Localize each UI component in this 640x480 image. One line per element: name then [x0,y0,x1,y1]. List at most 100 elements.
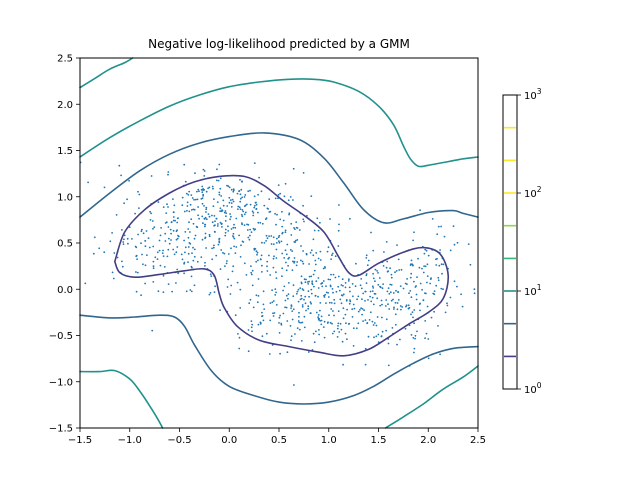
scatter-point [272,266,275,269]
scatter-point [392,298,394,301]
scatter-point [413,280,415,283]
scatter-point [419,209,421,212]
scatter-point [415,285,417,287]
scatter-point [374,293,377,295]
scatter-point [377,272,379,274]
scatter-point [237,205,240,208]
scatter-point [347,280,350,282]
scatter-point [338,204,340,206]
scatter-point [377,341,380,343]
scatter-point [212,187,214,190]
scatter-point [255,250,258,253]
scatter-point [419,282,422,285]
y-tick-label: −1.0 [49,377,73,388]
scatter-point [230,202,233,205]
scatter-point [236,192,239,195]
scatter-point [395,289,397,292]
scatter-point [412,337,415,339]
scatter-point [221,209,223,212]
scatter-point [220,195,223,197]
scatter-point [342,317,345,320]
scatter-point [153,226,156,229]
scatter-point [386,290,389,293]
scatter-point [327,292,329,294]
scatter-point [111,232,113,234]
scatter-point [241,209,244,211]
scatter-point [219,207,222,210]
scatter-point [272,300,275,302]
scatter-point [263,204,266,207]
scatter-point [123,202,125,205]
scatter-point [172,211,175,214]
scatter-point [187,193,190,196]
scatter-point [205,208,208,211]
scatter-point [333,330,336,333]
scatter-point [274,212,276,215]
scatter-point [172,219,175,222]
scatter-point [239,256,242,258]
scatter-point [277,184,280,187]
scatter-point [329,321,332,324]
scatter-point [431,218,434,220]
scatter-point [144,282,147,285]
scatter-point [368,319,371,321]
scatter-point [230,247,232,250]
scatter-point [325,302,327,304]
scatter-point [442,263,445,266]
scatter-point [309,312,312,314]
scatter-point [208,235,211,238]
scatter-point [263,308,266,310]
scatter-point [294,241,296,244]
scatter-point [349,300,352,303]
scatter-point [295,221,298,224]
scatter-point [268,198,271,201]
scatter-point [192,246,194,249]
scatter-point [361,298,363,301]
scatter-point [184,251,186,254]
scatter-point [227,230,230,232]
scatter-point [300,321,302,324]
x-axis: −1.5 −1.0 −0.5 0.0 0.5 1.0 1.5 2.0 2.5 [68,428,486,446]
scatter-point [152,245,155,248]
scatter-point [224,234,227,237]
scatter-point [410,296,413,299]
scatter-point [216,201,219,204]
scatter-point [189,231,191,233]
scatter-point [346,308,348,311]
scatter-point [176,217,179,220]
scatter-point [300,282,303,285]
scatter-point [285,253,288,256]
scatter-point [285,306,288,309]
scatter-point [301,304,304,306]
scatter-point [175,251,178,254]
scatter-point [151,220,154,222]
y-tick-label: 2.5 [57,54,73,65]
scatter-point [333,298,336,301]
scatter-point [326,250,329,253]
scatter-point [400,268,403,271]
scatter-point [292,308,295,311]
scatter-point [239,178,241,181]
scatter-point [365,282,368,284]
scatter-point [229,213,232,215]
scatter-point [121,229,123,231]
scatter-point [342,293,345,296]
scatter-point [159,264,162,267]
scatter-point [187,246,190,248]
scatter-point [134,212,137,215]
scatter-point [169,228,172,231]
scatter-point [396,244,398,247]
scatter-point [209,273,212,276]
scatter-point [230,188,233,191]
scatter-point [372,249,375,252]
scatter-point [320,319,323,322]
scatter-point [422,299,425,302]
scatter-point [258,176,260,179]
scatter-point [120,174,122,177]
scatter-point [208,186,211,189]
scatter-point [320,315,323,318]
scatter-point [364,347,367,350]
scatter-point [365,257,368,259]
scatter-point [243,262,246,265]
